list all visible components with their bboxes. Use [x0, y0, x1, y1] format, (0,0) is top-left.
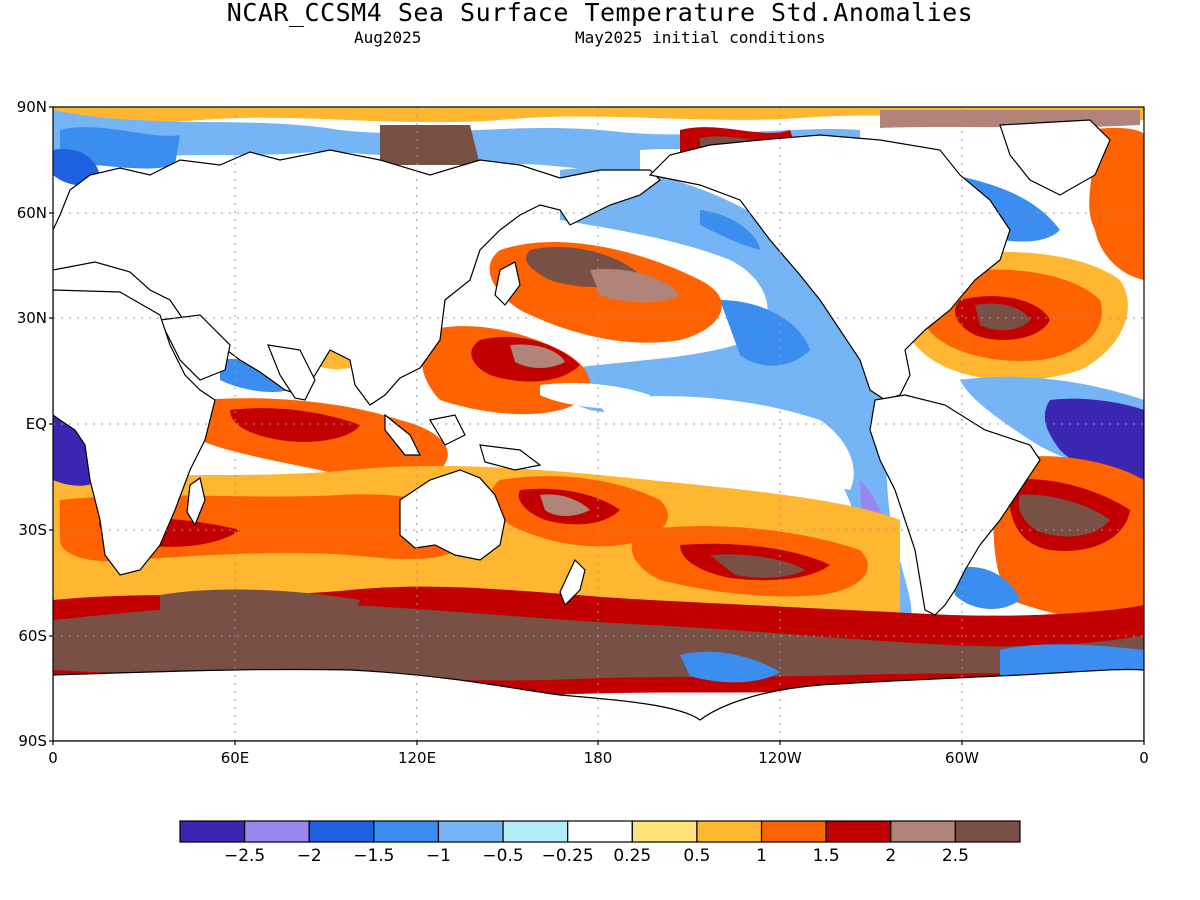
- colorbar-label: 1: [756, 846, 767, 866]
- longitude-axis: 0 60E 120E 180 120W 60W 0: [48, 741, 1149, 767]
- colorbar-swatch: [760, 820, 827, 843]
- map-grid: [53, 107, 1144, 741]
- lat-label: 30S: [18, 521, 47, 539]
- india-land: [267, 344, 316, 401]
- north-america-land: [648, 134, 1011, 401]
- africa-land: [53, 289, 216, 576]
- initial-conditions: May2025 initial conditions: [575, 28, 826, 47]
- borneo-land: [429, 414, 466, 446]
- south-america-land: [869, 394, 1041, 616]
- new-zealand-land: [559, 558, 586, 607]
- colorbar-label: −1.5: [353, 846, 394, 866]
- lon-label: 120W: [758, 749, 802, 767]
- japan-land: [494, 261, 521, 306]
- colorbar-label: −2.5: [224, 846, 265, 866]
- arabia-land: [159, 314, 231, 381]
- forecast-month: Aug2025: [354, 28, 422, 47]
- lat-label: 30N: [17, 309, 47, 327]
- colorbar-label: 1.5: [813, 846, 840, 866]
- colorbar-legend: −2.5 −2 −1.5 −1 −0.5 −0.25 0.25 0.5 1 1.5 2 2.5: [179, 820, 1021, 866]
- lat-label: 90S: [18, 732, 47, 750]
- lon-label: 60E: [221, 749, 250, 767]
- colorbar-swatch: [244, 820, 310, 843]
- colorbar-label: −2: [297, 846, 322, 866]
- lat-label: 60N: [17, 204, 47, 222]
- continents: [53, 119, 1144, 741]
- lon-label: 180: [584, 749, 613, 767]
- colorbar-swatch: [825, 820, 892, 843]
- lon-label: 0: [1139, 749, 1149, 767]
- colorbar-label: 2.5: [942, 846, 969, 866]
- greenland-land: [999, 119, 1111, 196]
- colorbar-swatch: [437, 820, 504, 843]
- sumatra-land: [384, 413, 421, 456]
- colorbar-swatch: [890, 820, 956, 843]
- colorbar-label: −0.5: [482, 846, 523, 866]
- lat-label: 90N: [17, 98, 47, 116]
- colorbar-swatch: [696, 820, 763, 843]
- lon-label: 60W: [945, 749, 979, 767]
- madagascar-land: [186, 476, 206, 527]
- colorbar-label: −0.25: [542, 846, 594, 866]
- colorbar-swatch: [308, 820, 375, 843]
- new-guinea-land: [479, 444, 542, 471]
- colorbar-swatch: [373, 820, 440, 843]
- lat-label: EQ: [26, 415, 47, 433]
- colorbar-swatch: [567, 820, 633, 843]
- lon-label: 120E: [398, 749, 436, 767]
- lon-label: 0: [48, 749, 58, 767]
- colorbar-swatch: [631, 820, 698, 843]
- colorbar-swatch: [954, 820, 1021, 843]
- colorbar-label: 2: [885, 846, 896, 866]
- australia-land: [399, 469, 506, 561]
- antarctica-land: [53, 668, 1144, 741]
- colorbar-swatch: [179, 820, 246, 843]
- map-area: [53, 107, 1144, 741]
- latitude-axis: 90N 60N 30N EQ 30S 60S 90S: [17, 98, 53, 750]
- lat-label: 60S: [18, 627, 47, 645]
- colorbar-swatch: [502, 820, 569, 843]
- colorbar-label: −1: [426, 846, 451, 866]
- map-title: NCAR_CCSM4 Sea Surface Temperature Std.A…: [226, 0, 974, 27]
- colorbar-label: 0.25: [613, 846, 651, 866]
- colorbar-label: 0.5: [683, 846, 710, 866]
